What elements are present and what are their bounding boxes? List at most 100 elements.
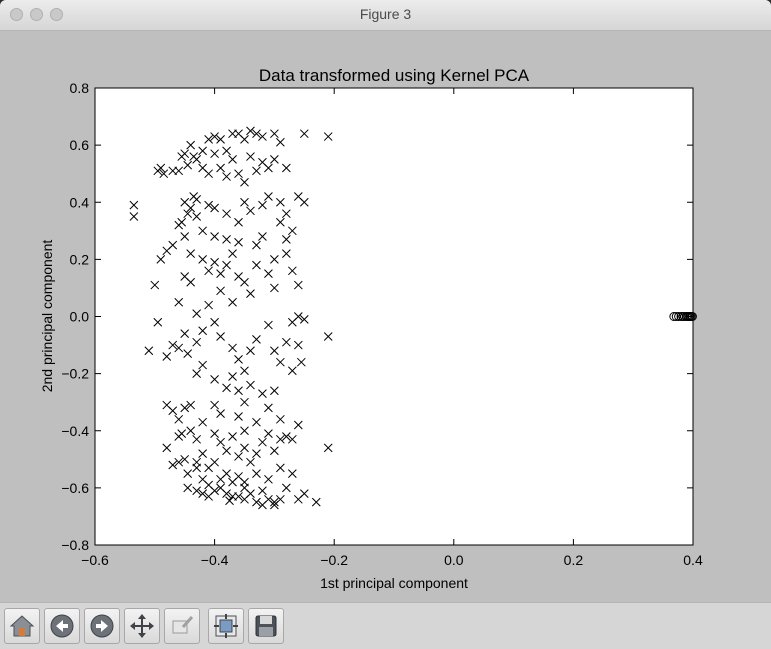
data-point-x [210, 132, 219, 141]
data-point-x [192, 309, 202, 318]
data-point-x [246, 457, 255, 467]
subplots-button[interactable] [208, 608, 244, 644]
data-point-x [234, 217, 243, 227]
data-point-x [198, 449, 207, 458]
data-point-x [240, 197, 249, 207]
data-point-x [258, 437, 267, 447]
pan-button[interactable] [124, 608, 160, 644]
data-point-x [282, 163, 291, 173]
forward-button[interactable] [84, 608, 120, 644]
data-point-x [246, 206, 255, 216]
data-point-x [198, 255, 207, 264]
data-point-x [174, 457, 184, 467]
data-point-x [246, 346, 255, 356]
minimize-window-button[interactable] [30, 8, 43, 21]
data-point-x [210, 232, 219, 241]
data-point-x [198, 146, 207, 156]
data-marks [129, 126, 697, 510]
data-point-x [210, 149, 219, 159]
y-tick-label: 0.8 [70, 80, 90, 96]
data-point-x [222, 383, 231, 393]
data-point-x [192, 434, 202, 444]
data-point-x [240, 277, 249, 287]
data-point-x [222, 260, 231, 270]
data-point-x [168, 460, 178, 470]
home-button[interactable] [4, 608, 40, 644]
axis-ticks: −0.6 −0.4 −0.2 0.0 0.2 0.4 0.8 0.6 0.4 0.2 0.0 −0.2… [61, 80, 703, 568]
data-point-x [210, 374, 219, 384]
data-point-x [192, 486, 202, 496]
data-point-x [246, 152, 255, 161]
data-point-x [228, 155, 237, 164]
data-point-x [198, 360, 207, 370]
data-point-x [282, 249, 291, 259]
data-point-x [287, 366, 297, 376]
y-tick-label: 0.6 [70, 137, 90, 153]
data-point-x [183, 469, 193, 478]
data-point-x [240, 366, 249, 376]
data-point-x [222, 489, 231, 498]
data-point-x [159, 169, 169, 179]
data-point-x [180, 329, 190, 338]
data-point-x [210, 400, 219, 410]
data-point-x [299, 129, 309, 139]
x-tick-label: 0.4 [683, 552, 703, 568]
data-point-x [293, 494, 303, 504]
x-axis-label: 1st principal component [320, 575, 468, 591]
data-point-x [264, 429, 273, 438]
data-point-x [162, 352, 172, 361]
data-point-x [228, 249, 237, 259]
data-point-x [293, 420, 303, 430]
data-point-x [225, 496, 234, 506]
data-point-x [129, 212, 139, 221]
data-point-x [174, 297, 184, 307]
close-window-button[interactable] [10, 8, 23, 21]
data-point-x [186, 140, 196, 150]
zoom-button[interactable] [164, 608, 200, 644]
back-button[interactable] [44, 608, 80, 644]
data-point-x [183, 483, 193, 493]
data-point-x [323, 332, 333, 341]
data-point-x [129, 200, 139, 210]
data-point-x [192, 155, 202, 164]
data-point-x [270, 497, 279, 507]
data-point-x [299, 197, 309, 207]
data-point-x [216, 163, 225, 173]
data-point-x [240, 397, 249, 407]
data-point-x [293, 340, 303, 350]
data-point-circle [687, 312, 697, 321]
save-button[interactable] [248, 608, 284, 644]
move-arrows-icon [130, 614, 154, 638]
figure-canvas[interactable]: Data transformed using Kernel PCA 1st pr… [6, 31, 766, 602]
data-point-x [264, 192, 273, 201]
data-point-x [264, 403, 273, 413]
data-point-x [264, 320, 273, 330]
data-point-x [210, 317, 219, 327]
data-point-x [258, 232, 267, 241]
data-point-x [183, 160, 193, 170]
data-point-x [270, 446, 279, 456]
data-point-x [282, 209, 291, 219]
data-point-x [264, 163, 273, 173]
data-point-x [234, 492, 243, 501]
data-point-x [222, 446, 231, 456]
data-point-x [270, 346, 279, 356]
floppy-save-icon [255, 615, 277, 637]
data-point-x [180, 454, 190, 464]
data-point-x [204, 200, 213, 210]
data-point-x [252, 449, 261, 458]
zoom-window-button[interactable] [50, 8, 63, 21]
home-icon [9, 615, 35, 637]
data-point-x [198, 326, 207, 336]
data-point-x [234, 412, 243, 421]
data-point-x [198, 226, 207, 236]
data-point-x [234, 386, 243, 396]
data-point-x [183, 209, 193, 219]
data-point-circle [669, 312, 679, 321]
forward-arrow-icon [90, 614, 114, 638]
data-point-x [144, 346, 154, 356]
data-point-x [252, 166, 261, 176]
x-tick-label: −0.4 [201, 552, 229, 568]
data-point-x [186, 426, 196, 436]
scatter-chart: Data transformed using Kernel PCA 1st pr… [39, 66, 703, 591]
